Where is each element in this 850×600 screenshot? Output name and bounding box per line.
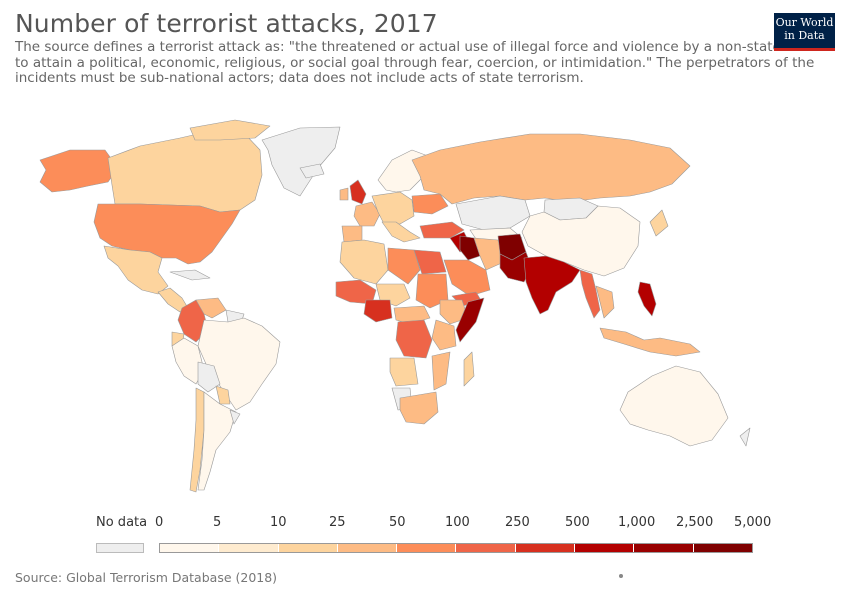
source-note[interactable]: Source: Global Terrorism Database (2018) xyxy=(15,570,278,585)
country-greenland[interactable] xyxy=(261,126,341,197)
legend-break-label: 500 xyxy=(565,515,590,530)
legend-break-label: 250 xyxy=(505,515,530,530)
country-japan[interactable] xyxy=(649,209,669,237)
legend-label-no-data: No data xyxy=(96,515,148,530)
country-somalia[interactable] xyxy=(455,297,485,343)
country-sudan[interactable] xyxy=(415,273,449,309)
country-brazil[interactable] xyxy=(197,317,281,411)
country-southern-europe[interactable] xyxy=(381,221,421,243)
country-uk[interactable] xyxy=(349,179,367,205)
country-iran[interactable] xyxy=(473,237,505,271)
legend-break-label: 2,500 xyxy=(676,515,714,530)
legend-swatch[interactable] xyxy=(219,544,279,552)
legend-break-label: 100 xyxy=(445,515,470,530)
country-uruguay[interactable] xyxy=(229,409,241,425)
country-thailand[interactable] xyxy=(595,285,615,319)
country-indonesia[interactable] xyxy=(599,327,701,357)
legend-color-bar xyxy=(159,543,753,553)
legend-break-label: 5 xyxy=(213,515,222,530)
country-canada[interactable] xyxy=(107,129,263,213)
country-bolivia[interactable] xyxy=(197,361,221,393)
legend-swatch[interactable] xyxy=(160,544,220,552)
legend-swatch[interactable] xyxy=(634,544,694,552)
country-alaska[interactable] xyxy=(39,149,119,193)
legend-swatch[interactable] xyxy=(337,544,398,552)
country-madagascar[interactable] xyxy=(463,351,475,387)
legend-swatch[interactable] xyxy=(397,544,457,552)
country-myanmar[interactable] xyxy=(579,269,601,319)
country-china[interactable] xyxy=(521,205,641,277)
country-philippines[interactable] xyxy=(637,281,657,317)
country-australia[interactable] xyxy=(619,365,729,447)
country-drc[interactable] xyxy=(395,319,433,359)
country-cuba[interactable] xyxy=(169,269,211,281)
country-saudi-arabia[interactable] xyxy=(443,259,491,297)
country-india[interactable] xyxy=(523,255,581,315)
chart-title: Number of terrorist attacks, 2017 xyxy=(15,9,438,38)
country-kenya[interactable] xyxy=(431,319,457,351)
legend-break-label: 25 xyxy=(329,515,346,530)
chart-subtitle: The source defines a terrorist attack as… xyxy=(15,39,820,86)
country-kazakhstan[interactable] xyxy=(455,195,531,231)
legend-break-label: 0 xyxy=(155,515,164,530)
country-ukraine[interactable] xyxy=(411,193,449,215)
country-canada-islands[interactable] xyxy=(189,119,271,141)
legend-break-label: 1,000 xyxy=(618,515,656,530)
country-paraguay[interactable] xyxy=(215,385,231,405)
country-russia[interactable] xyxy=(411,133,691,205)
country-mozambique[interactable] xyxy=(431,351,451,391)
legend-swatch[interactable] xyxy=(693,544,752,552)
legend-swatch[interactable] xyxy=(515,544,576,552)
country-new-zealand[interactable] xyxy=(739,427,751,447)
country-argentina[interactable] xyxy=(197,391,237,491)
country-france[interactable] xyxy=(353,201,381,227)
legend-swatch[interactable] xyxy=(278,544,338,552)
country-iceland[interactable] xyxy=(299,163,325,179)
country-libya[interactable] xyxy=(387,247,421,285)
legend-no-data-swatch[interactable] xyxy=(96,543,144,553)
country-ireland[interactable] xyxy=(339,187,349,201)
country-central-europe[interactable] xyxy=(371,191,415,225)
country-angola[interactable] xyxy=(389,357,419,387)
country-nigeria[interactable] xyxy=(363,299,393,323)
legend-break-label: 10 xyxy=(270,515,287,530)
country-spain[interactable] xyxy=(341,225,363,243)
country-south-africa[interactable] xyxy=(399,391,439,425)
country-mexico[interactable] xyxy=(103,245,169,295)
legend-break-label: 50 xyxy=(389,515,406,530)
owid-logo[interactable]: Our World in Data xyxy=(774,13,835,51)
country-egypt[interactable] xyxy=(413,249,447,275)
country-turkey[interactable] xyxy=(419,221,465,239)
legend-swatch[interactable] xyxy=(456,544,516,552)
country-algeria[interactable] xyxy=(339,239,389,285)
legend-break-label: 5,000 xyxy=(734,515,772,530)
country-usa[interactable] xyxy=(93,203,241,265)
legend-swatch[interactable] xyxy=(575,544,635,552)
country-iraq[interactable] xyxy=(459,235,481,261)
decorative-dot xyxy=(619,574,623,578)
